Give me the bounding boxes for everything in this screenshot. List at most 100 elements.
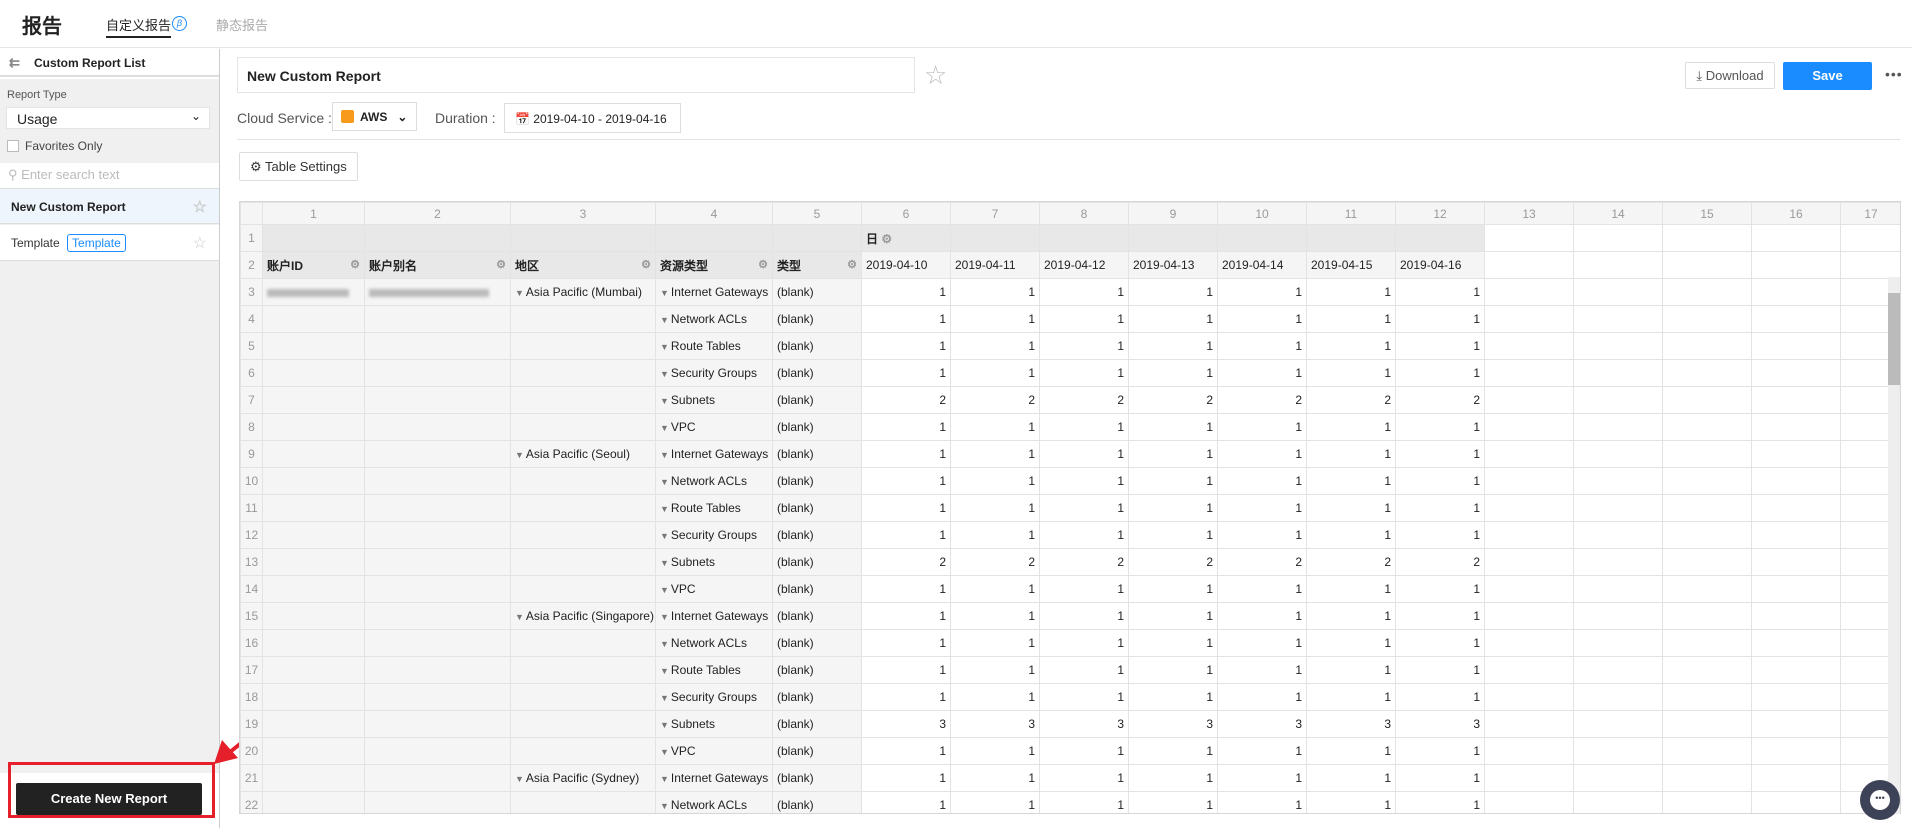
tab-custom-report[interactable]: 自定义报告 bbox=[106, 15, 172, 38]
value-cell[interactable]: 1 bbox=[950, 467, 1040, 495]
value-cell[interactable]: 1 bbox=[1395, 737, 1485, 765]
value-cell[interactable]: 1 bbox=[1217, 602, 1307, 630]
value-cell[interactable]: 1 bbox=[1128, 359, 1218, 387]
value-cell[interactable]: 1 bbox=[1306, 494, 1396, 522]
value-cell[interactable]: 1 bbox=[1306, 467, 1396, 495]
value-cell[interactable]: 2 bbox=[950, 386, 1040, 414]
value-cell[interactable]: 1 bbox=[1128, 467, 1218, 495]
tab-static-report[interactable]: 静态报告 bbox=[216, 18, 269, 33]
expand-triangle-icon[interactable]: ▼ bbox=[515, 450, 524, 460]
value-cell[interactable]: 1 bbox=[1128, 332, 1218, 360]
value-cell[interactable]: 1 bbox=[1039, 683, 1129, 711]
value-cell[interactable]: 1 bbox=[950, 305, 1040, 333]
checkbox-icon[interactable] bbox=[7, 140, 19, 152]
favorites-only-checkbox[interactable]: Favorites Only bbox=[7, 139, 102, 153]
value-cell[interactable]: 1 bbox=[1217, 494, 1307, 522]
value-cell[interactable]: 1 bbox=[1217, 440, 1307, 468]
value-cell[interactable]: 1 bbox=[1395, 656, 1485, 684]
value-cell[interactable]: 1 bbox=[1217, 278, 1307, 306]
value-cell[interactable]: 1 bbox=[861, 764, 951, 792]
value-cell[interactable]: 1 bbox=[1039, 467, 1129, 495]
gear-icon[interactable]: ⚙ bbox=[496, 259, 506, 271]
value-cell[interactable]: 1 bbox=[861, 575, 951, 603]
expand-triangle-icon[interactable]: ▼ bbox=[660, 477, 669, 487]
value-cell[interactable]: 1 bbox=[861, 413, 951, 441]
value-cell[interactable]: 1 bbox=[1306, 413, 1396, 441]
expand-triangle-icon[interactable]: ▼ bbox=[660, 396, 669, 406]
value-cell[interactable]: 2 bbox=[1039, 548, 1129, 576]
custom-report-list-header[interactable]: ⇇ Custom Report List bbox=[0, 49, 219, 77]
gear-icon[interactable]: ⚙ bbox=[878, 231, 893, 246]
value-cell[interactable]: 1 bbox=[1039, 737, 1129, 765]
value-cell[interactable]: 3 bbox=[950, 710, 1040, 738]
expand-triangle-icon[interactable]: ▼ bbox=[660, 531, 669, 541]
value-cell[interactable]: 1 bbox=[1128, 494, 1218, 522]
value-cell[interactable]: 1 bbox=[1128, 278, 1218, 306]
report-title-input[interactable]: New Custom Report bbox=[237, 57, 915, 93]
value-cell[interactable]: 1 bbox=[1306, 575, 1396, 603]
value-cell[interactable]: 1 bbox=[1395, 494, 1485, 522]
expand-triangle-icon[interactable]: ▼ bbox=[515, 612, 524, 622]
column-header[interactable]: 13 bbox=[1484, 202, 1574, 225]
value-cell[interactable]: 1 bbox=[1217, 413, 1307, 441]
favorite-star-icon[interactable]: ☆ bbox=[924, 60, 948, 90]
pivot-grid[interactable]: 1 2 3 4 5 6 7 8 9 10 11 12 13 14 15 16 17 1 日 ⚙ 2 账户ID ⚙ 账户别名 ⚙… bbox=[239, 201, 1901, 814]
value-cell[interactable]: 1 bbox=[1039, 332, 1129, 360]
value-cell[interactable]: 1 bbox=[1306, 737, 1396, 765]
expand-triangle-icon[interactable]: ▼ bbox=[660, 558, 669, 568]
column-header[interactable]: 2 bbox=[364, 202, 511, 225]
value-cell[interactable]: 1 bbox=[1128, 440, 1218, 468]
value-cell[interactable]: 1 bbox=[861, 494, 951, 522]
expand-triangle-icon[interactable]: ▼ bbox=[515, 288, 524, 298]
list-item-template[interactable]: Template Template ☆ bbox=[0, 225, 219, 261]
value-cell[interactable]: 1 bbox=[1306, 332, 1396, 360]
value-cell[interactable]: 3 bbox=[1128, 710, 1218, 738]
value-cell[interactable]: 1 bbox=[1395, 278, 1485, 306]
value-cell[interactable]: 1 bbox=[1217, 575, 1307, 603]
value-cell[interactable]: 1 bbox=[1217, 656, 1307, 684]
value-cell[interactable]: 1 bbox=[861, 359, 951, 387]
table-settings-button[interactable]: ⚙ Table Settings bbox=[239, 152, 358, 181]
value-cell[interactable]: 1 bbox=[1306, 521, 1396, 549]
value-cell[interactable]: 1 bbox=[950, 737, 1040, 765]
value-cell[interactable]: 1 bbox=[1395, 575, 1485, 603]
value-cell[interactable]: 1 bbox=[1039, 494, 1129, 522]
expand-triangle-icon[interactable]: ▼ bbox=[660, 288, 669, 298]
cloud-service-select[interactable]: AWS ⌄ bbox=[332, 102, 417, 131]
value-cell[interactable]: 1 bbox=[1217, 305, 1307, 333]
value-cell[interactable]: 1 bbox=[1395, 683, 1485, 711]
value-cell[interactable]: 1 bbox=[1306, 764, 1396, 792]
value-cell[interactable]: 1 bbox=[950, 575, 1040, 603]
column-header[interactable]: 4 bbox=[655, 202, 773, 225]
star-icon[interactable]: ☆ bbox=[192, 235, 207, 252]
value-cell[interactable]: 1 bbox=[1217, 683, 1307, 711]
expand-triangle-icon[interactable]: ▼ bbox=[660, 423, 669, 433]
value-cell[interactable]: 1 bbox=[1128, 413, 1218, 441]
value-cell[interactable]: 3 bbox=[1217, 710, 1307, 738]
value-cell[interactable]: 2 bbox=[950, 548, 1040, 576]
value-cell[interactable]: 1 bbox=[1395, 764, 1485, 792]
value-cell[interactable]: 1 bbox=[861, 737, 951, 765]
scrollbar-thumb[interactable] bbox=[1888, 293, 1900, 385]
value-cell[interactable]: 1 bbox=[1306, 791, 1396, 813]
value-cell[interactable]: 1 bbox=[1306, 359, 1396, 387]
expand-triangle-icon[interactable]: ▼ bbox=[660, 612, 669, 622]
column-header[interactable]: 11 bbox=[1306, 202, 1396, 225]
value-cell[interactable]: 3 bbox=[1039, 710, 1129, 738]
value-cell[interactable]: 1 bbox=[861, 467, 951, 495]
value-cell[interactable]: 2 bbox=[861, 548, 951, 576]
vertical-scrollbar[interactable] bbox=[1888, 277, 1900, 814]
duration-date-picker[interactable]: 📅 2019-04-10 - 2019-04-16 bbox=[504, 103, 681, 133]
value-cell[interactable]: 1 bbox=[1306, 656, 1396, 684]
gear-icon[interactable]: ⚙ bbox=[641, 259, 651, 271]
expand-triangle-icon[interactable]: ▼ bbox=[660, 504, 669, 514]
expand-triangle-icon[interactable]: ▼ bbox=[660, 450, 669, 460]
value-cell[interactable]: 1 bbox=[950, 629, 1040, 657]
value-cell[interactable]: 1 bbox=[1395, 629, 1485, 657]
value-cell[interactable]: 1 bbox=[1217, 332, 1307, 360]
value-cell[interactable]: 2 bbox=[1395, 386, 1485, 414]
value-cell[interactable]: 1 bbox=[1395, 305, 1485, 333]
value-cell[interactable]: 1 bbox=[1395, 332, 1485, 360]
value-cell[interactable]: 1 bbox=[1217, 737, 1307, 765]
value-cell[interactable]: 1 bbox=[861, 278, 951, 306]
